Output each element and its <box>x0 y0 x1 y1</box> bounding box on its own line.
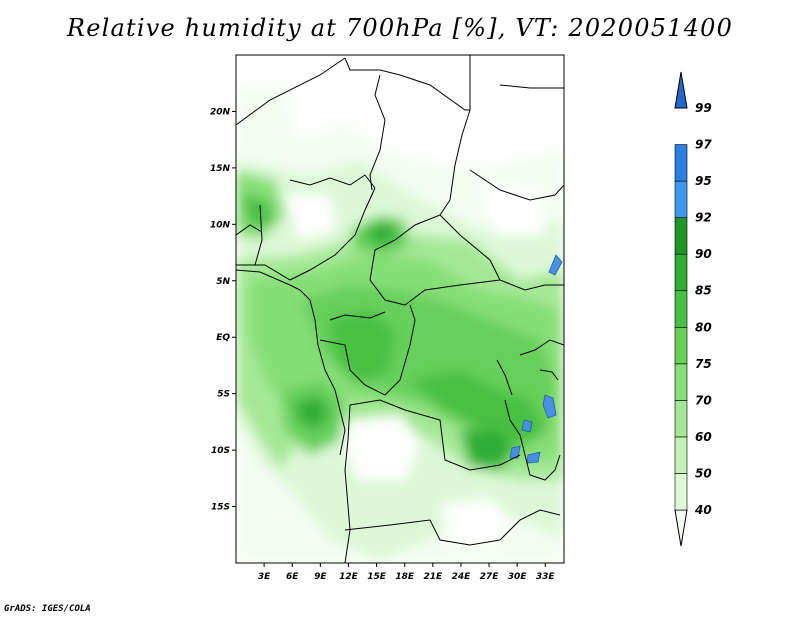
colorbar-swatch <box>674 436 688 474</box>
colorbar-label: 70 <box>695 393 712 407</box>
colorbar-label: 97 <box>695 138 712 152</box>
colorbar-label: 80 <box>695 320 712 334</box>
lat-tick-label: EQ <box>216 333 230 343</box>
colorbar-label: 50 <box>695 466 712 480</box>
credit-label: GrADS: IGES/COLA <box>4 604 91 614</box>
colorbar: 99 97 95 92 90 85 80 75 70 60 50 40 <box>674 71 712 547</box>
longitude-axis: 3E 6E 9E 12E 15E 18E 21E 24E 27E 30E 33E <box>258 563 556 582</box>
colorbar-swatch <box>674 326 688 365</box>
colorbar-label: 40 <box>694 503 712 517</box>
colorbar-label: 95 <box>695 174 712 188</box>
lat-tick-label: 10N <box>210 220 231 230</box>
colorbar-swatch <box>674 217 688 255</box>
colorbar-swatch <box>674 180 688 218</box>
colorbar-label: 90 <box>695 247 712 261</box>
lon-tick-label: 24E <box>452 572 472 582</box>
map-title: Relative humidity at 700hPa [%], VT: 202… <box>66 14 734 42</box>
lat-tick-label: 5N <box>216 277 230 287</box>
humidity-shading <box>236 60 564 563</box>
lat-tick-label: 15S <box>211 503 230 513</box>
colorbar-label: 92 <box>695 211 712 225</box>
colorbar-label: 99 <box>695 101 712 115</box>
colorbar-label: 75 <box>695 357 712 371</box>
colorbar-swatch <box>674 290 688 328</box>
coastline <box>236 269 346 456</box>
lon-tick-label: 15E <box>367 572 387 582</box>
colorbar-max-arrow <box>674 71 688 109</box>
lat-tick-label: 10S <box>211 446 230 456</box>
lon-tick-label: 3E <box>258 572 271 582</box>
lon-tick-label: 12E <box>339 572 359 582</box>
lon-tick-label: 21E <box>423 572 443 582</box>
colorbar-label: 85 <box>695 284 712 298</box>
lon-tick-label: 9E <box>314 572 327 582</box>
map-frame <box>235 54 565 564</box>
colorbar-swatch <box>674 473 688 511</box>
humidity-field <box>236 55 564 563</box>
latitude-axis: 20N 15N 10N 5N EQ 5S 10S 15S <box>210 107 236 513</box>
lat-tick-label: 20N <box>210 107 231 117</box>
lon-tick-label: 27E <box>480 572 500 582</box>
lat-tick-label: 15N <box>210 164 231 174</box>
lon-tick-label: 33E <box>536 572 556 582</box>
colorbar-swatch <box>674 363 688 401</box>
lon-tick-label: 18E <box>395 572 415 582</box>
colorbar-label: 60 <box>695 430 712 444</box>
lon-tick-label: 6E <box>286 572 299 582</box>
country-borders <box>236 55 564 563</box>
colorbar-swatch <box>674 253 688 292</box>
colorbar-swatch <box>674 400 688 438</box>
lakes <box>509 254 563 464</box>
lat-tick-label: 5S <box>217 390 230 400</box>
lon-tick-label: 30E <box>508 572 528 582</box>
colorbar-swatch <box>674 144 688 182</box>
colorbar-min-arrow <box>674 509 688 547</box>
